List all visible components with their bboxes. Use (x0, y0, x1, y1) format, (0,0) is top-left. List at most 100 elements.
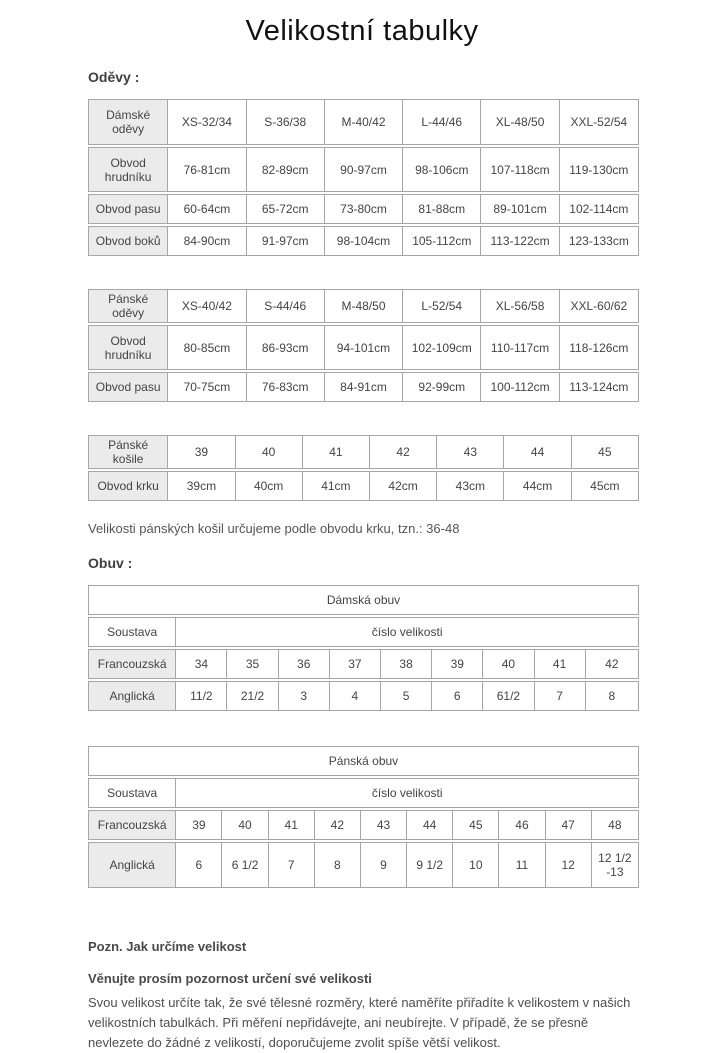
table-cell: 60-64cm (168, 194, 247, 224)
table-row: Soustava číslo velikosti (88, 778, 639, 808)
table-cell: S-36/38 (246, 99, 325, 145)
table-cell: 40 (222, 810, 269, 840)
table-cell: 8 (585, 681, 639, 711)
table-cell: 113-124cm (559, 372, 639, 402)
table-cell: 65-72cm (246, 194, 325, 224)
table-cell: 42 (585, 649, 639, 679)
table-cell: 43 (437, 435, 505, 469)
table-row: Obvod pasu 60-64cm 65-72cm 73-80cm 81-88cm 89… (88, 194, 639, 224)
table-cell: 105-112cm (403, 226, 482, 256)
table-cell: 110-117cm (481, 325, 560, 370)
table-cell: 48 (591, 810, 639, 840)
table-cell: 90-97cm (324, 147, 404, 192)
table-cell: 76-81cm (168, 147, 247, 192)
table-label-cell: Anglická (88, 681, 177, 711)
table-cell: číslo velikosti (176, 617, 639, 647)
table-cell: 98-106cm (403, 147, 482, 192)
table-row: Francouzská 39 40 41 42 43 44 45 46 47 48 (88, 810, 639, 840)
table-cell: 41 (302, 435, 370, 469)
table-cell: Soustava (88, 778, 177, 808)
table-cell: číslo velikosti (176, 778, 639, 808)
table-cell: 6 (176, 842, 223, 888)
table-cell: 12 1/2 -13 (591, 842, 639, 888)
table-cell: 47 (545, 810, 592, 840)
table-row: Dámské oděvy XS-32/34 S-36/38 M-40/42 L-44/4… (88, 99, 639, 145)
table-cell: 92-99cm (403, 372, 482, 402)
table-cell: 40 (483, 649, 535, 679)
table-cell: 43cm (437, 471, 505, 501)
section-label-shoes: Obuv : (88, 555, 133, 571)
table-label-cell: Pánské oděvy (88, 289, 169, 323)
table-label-cell: Obvod boků (88, 226, 169, 256)
table-cell: 44cm (504, 471, 572, 501)
table-row: Obvod hrudníku 76-81cm 82-89cm 90-97cm 98-10… (88, 147, 639, 192)
table-cell: XS-40/42 (168, 289, 247, 323)
table-cell: 9 1/2 (407, 842, 454, 888)
table-row: Anglická 6 6 1/2 7 8 9 9 1/2 10 11 12 12 1/2 -13 (88, 842, 639, 888)
table-cell: 44 (504, 435, 572, 469)
table-cell: XXL-60/62 (559, 289, 639, 323)
table-row: Pánské košile 39 40 41 42 43 44 45 (88, 435, 639, 469)
table-cell: 45cm (571, 471, 639, 501)
size-table-mens-shirts: Pánské košile 39 40 41 42 43 44 45 Obvod krku 39c… (88, 433, 639, 503)
footer-heading-attention: Věnujte prosím pozornost určení své veli… (88, 971, 372, 986)
table-cell: 6 (432, 681, 484, 711)
table-label-cell: Obvod hrudníku (88, 147, 169, 192)
table-cell: 43 (360, 810, 408, 840)
table-row: Dámská obuv (88, 585, 639, 615)
table-cell: 86-93cm (246, 325, 325, 370)
table-cell: 41cm (302, 471, 370, 501)
table-row: Obvod pasu 70-75cm 76-83cm 84-91cm 92-99cm 10… (88, 372, 639, 402)
table-cell: 42 (369, 435, 438, 469)
table-cell: 61/2 (483, 681, 535, 711)
page-content: Oděvy : Dámské oděvy XS-32/34 S-36/38 M-40/… (88, 69, 639, 1053)
table-cell: 38 (380, 649, 433, 679)
table-cell: 9 (360, 842, 408, 888)
table-cell: Pánská obuv (88, 746, 639, 776)
table-cell: Soustava (88, 617, 177, 647)
table-cell: 102-109cm (403, 325, 482, 370)
table-row: Obvod krku 39cm 40cm 41cm 42cm 43cm 44cm 45cm (88, 471, 639, 501)
table-cell: 73-80cm (324, 194, 404, 224)
table-cell: 82-89cm (246, 147, 325, 192)
table-cell: XL-56/58 (481, 289, 560, 323)
table-label-cell: Obvod hrudníku (88, 325, 169, 370)
table-cell: 45 (571, 435, 639, 469)
table-cell: 11 (499, 842, 546, 888)
table-cell: 119-130cm (559, 147, 639, 192)
table-cell: 5 (380, 681, 433, 711)
table-cell: M-48/50 (324, 289, 404, 323)
table-label-cell: Obvod krku (88, 471, 169, 501)
table-cell: 7 (268, 842, 315, 888)
size-table-mens-shoes: Pánská obuv Soustava číslo velikosti Franco… (88, 744, 639, 890)
table-cell: 45 (453, 810, 500, 840)
table-cell: L-44/46 (403, 99, 482, 145)
table-label-cell: Francouzská (88, 810, 177, 840)
table-cell: 39 (432, 649, 484, 679)
table-cell: 40 (235, 435, 303, 469)
table-cell: XL-48/50 (481, 99, 560, 145)
table-cell: 84-91cm (324, 372, 404, 402)
table-label-cell: Dámské oděvy (88, 99, 169, 145)
table-cell: 98-104cm (324, 226, 404, 256)
table-row: Obvod boků 84-90cm 91-97cm 98-104cm 105-112c… (88, 226, 639, 256)
section-label-clothing: Oděvy : (88, 69, 140, 85)
table-cell: 39 (176, 810, 223, 840)
table-cell: 46 (499, 810, 546, 840)
table-cell: L-52/54 (403, 289, 482, 323)
table-cell: 34 (176, 649, 228, 679)
table-cell: XXL-52/54 (559, 99, 639, 145)
table-cell: XS-32/34 (168, 99, 247, 145)
table-cell: 91-97cm (246, 226, 325, 256)
table-cell: 102-114cm (559, 194, 639, 224)
page-title: Velikostní tabulky (245, 15, 479, 47)
size-table-mens-clothing: Pánské oděvy XS-40/42 S-44/46 M-48/50 L-52/5… (88, 287, 639, 404)
table-cell: 42cm (369, 471, 438, 501)
table-cell: 12 (545, 842, 592, 888)
table-cell: 10 (453, 842, 500, 888)
table-cell: 39cm (168, 471, 236, 501)
table-cell: 7 (534, 681, 586, 711)
table-row: Obvod hrudníku 80-85cm 86-93cm 94-101cm 102-… (88, 325, 639, 370)
table-cell: 41 (534, 649, 586, 679)
table-cell: 4 (329, 681, 381, 711)
